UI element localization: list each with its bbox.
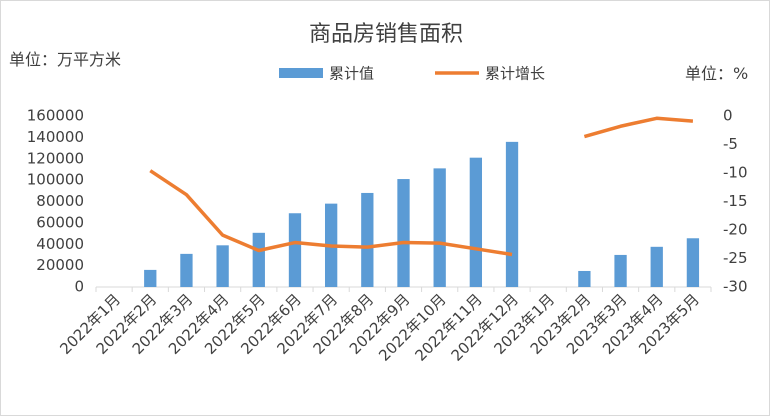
y-tick-label: 120000 [27,149,84,167]
bar [686,238,700,287]
y-tick-label: 20000 [36,256,84,274]
bar [144,269,157,287]
bar [288,213,302,287]
chart-title: 商品房销售面积 [309,22,463,47]
y-tick-label: 0 [74,278,84,296]
legend-swatch [279,68,323,78]
y2-tick-label: -10 [723,164,748,182]
legend-label: 累计值 [329,65,374,83]
y-unit: 单位：万平方米 [9,50,122,69]
y2-tick-label: -25 [723,249,748,267]
y2-tick-label: -30 [723,278,748,296]
bar [578,270,591,287]
y-tick-label: 100000 [27,171,84,189]
y2-tick-label: -15 [723,192,748,210]
bar [361,192,374,287]
y2-tick-label: 0 [723,107,733,125]
y2-tick-label: -5 [723,135,738,153]
bar [469,157,483,287]
y-tick-label: 160000 [27,107,84,125]
bar [505,141,519,287]
bar [216,245,229,287]
bar [180,253,193,287]
y-tick-label: 80000 [36,192,84,210]
line [149,116,694,257]
legend-label: 累计增长 [485,65,545,83]
bar [650,246,663,287]
y-tick-label: 60000 [36,213,84,231]
bar [433,168,446,287]
y-tick-label: 40000 [36,235,84,253]
bar [614,254,627,287]
bar [252,232,265,287]
y2-unit: 单位：% [685,64,749,83]
y2-tick-label: -20 [723,221,748,239]
y-tick-label: 140000 [27,128,84,146]
bar [397,179,410,287]
